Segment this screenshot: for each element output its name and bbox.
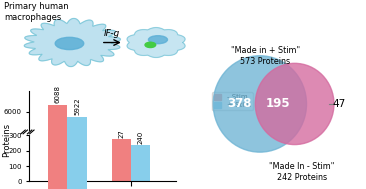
Circle shape [213,56,307,152]
Text: Proteins: Proteins [2,123,11,157]
Bar [67,0,87,181]
Bar [48,0,67,181]
Text: 47: 47 [333,99,346,109]
Ellipse shape [55,37,84,50]
Bar [67,117,87,189]
Text: IF-g: IF-g [104,29,120,38]
Text: 276: 276 [119,125,124,138]
Legend: - Stim, + Stim: - Stim, + Stim [212,92,253,110]
Bar [48,105,67,189]
Polygon shape [127,28,185,57]
Text: 378: 378 [228,98,252,110]
Circle shape [145,42,156,47]
Text: Primary human
macrophages: Primary human macrophages [4,2,68,22]
Text: "Made In - Stim"
242 Proteins: "Made In - Stim" 242 Proteins [269,162,335,182]
Ellipse shape [149,36,168,44]
Text: 240: 240 [138,130,144,144]
Text: 6088: 6088 [55,85,61,103]
Bar [131,145,150,181]
Polygon shape [24,19,120,67]
Circle shape [255,63,334,145]
Bar [112,139,131,181]
Text: 5922: 5922 [74,97,80,115]
Text: "Made in + Stim"
573 Proteins: "Made in + Stim" 573 Proteins [231,46,300,66]
Text: 195: 195 [266,98,291,110]
